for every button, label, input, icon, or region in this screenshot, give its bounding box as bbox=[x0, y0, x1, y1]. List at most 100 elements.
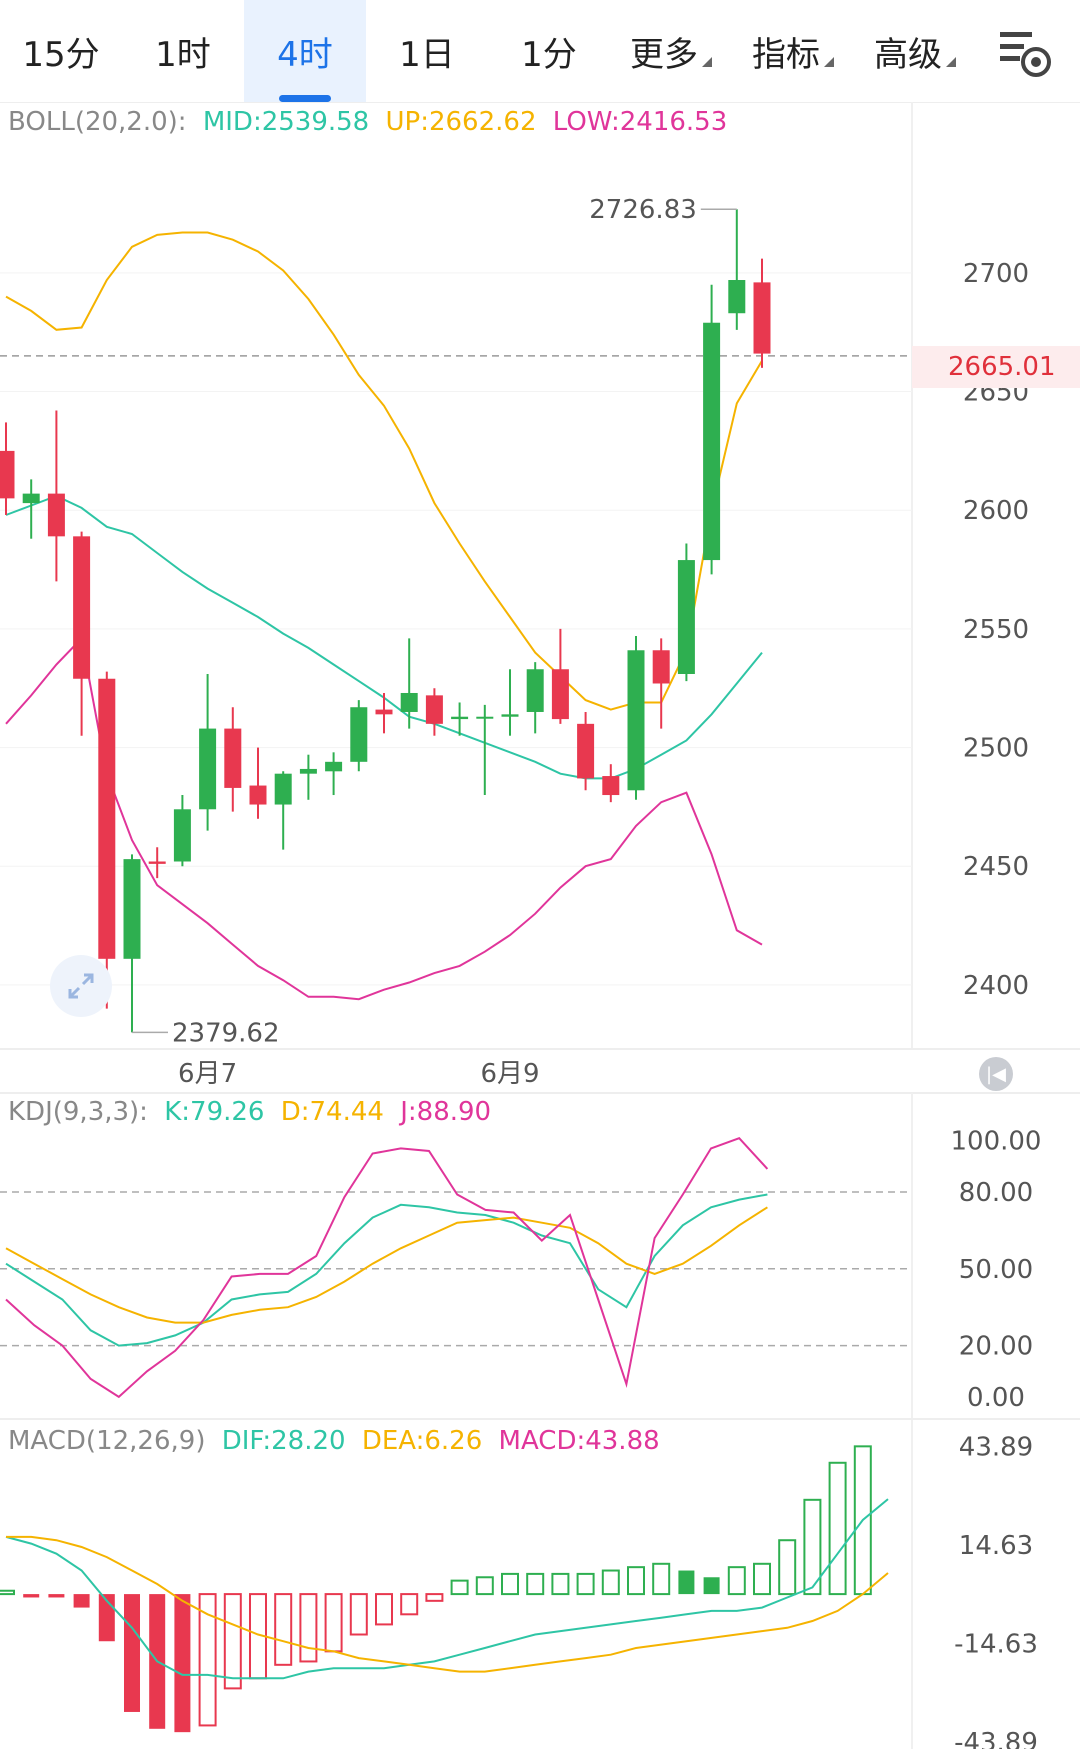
macd-bar bbox=[375, 1593, 393, 1626]
macd-name: MACD(12,26,9) bbox=[8, 1426, 205, 1456]
macd-bar bbox=[828, 1461, 847, 1596]
macd-bar bbox=[652, 1562, 671, 1596]
candle-body bbox=[652, 650, 670, 684]
kdj-legend: KDJ(9,3,3): K:79.26 D:74.44 J:88.90 bbox=[8, 1097, 491, 1127]
tab-0[interactable]: 15分 bbox=[0, 0, 122, 102]
skip-back-icon: |◀ bbox=[986, 1063, 1006, 1085]
candle-body bbox=[476, 716, 494, 719]
x-date-label: 6月7 bbox=[178, 1059, 237, 1089]
candle-body bbox=[627, 650, 645, 791]
tab-label: 15分 bbox=[22, 34, 100, 75]
candle-body bbox=[98, 678, 116, 959]
current-price-tag: 2665.01 bbox=[912, 346, 1080, 388]
boll-upper-line bbox=[5, 231, 763, 711]
macd-dif-line bbox=[5, 1498, 889, 1680]
kdj-tick-label: 0.00 bbox=[967, 1383, 1025, 1413]
macd-dea-line bbox=[6, 1535, 889, 1673]
boll-name: BOLL(20,2.0): bbox=[8, 107, 187, 137]
macd-bar bbox=[450, 1579, 469, 1596]
candle-body bbox=[173, 809, 191, 862]
high-price-label: 2726.83 bbox=[589, 195, 697, 225]
caret-icon bbox=[946, 57, 956, 67]
candle-body bbox=[400, 692, 418, 712]
tab-label: 指标 bbox=[752, 34, 820, 75]
macd-bar bbox=[299, 1593, 318, 1663]
kdj-j: J:88.90 bbox=[398, 1097, 491, 1127]
tab-3[interactable]: 1日 bbox=[366, 0, 488, 102]
candle-body bbox=[451, 716, 469, 720]
tab-6[interactable]: 指标 bbox=[732, 0, 854, 102]
candle-body bbox=[728, 280, 746, 314]
kdj-k: K:79.26 bbox=[164, 1097, 264, 1127]
kdj-tick-label: 100.00 bbox=[951, 1127, 1042, 1157]
tab-label: 更多 bbox=[630, 34, 698, 75]
macd-dea: DEA:6.26 bbox=[362, 1426, 482, 1456]
fullscreen-button[interactable] bbox=[50, 955, 112, 1017]
candle-body bbox=[602, 776, 620, 796]
macd-bar bbox=[753, 1562, 771, 1596]
chart-settings-icon[interactable] bbox=[996, 22, 1056, 82]
macd-bar bbox=[198, 1593, 217, 1727]
kdj-k-line bbox=[5, 1193, 768, 1347]
candle-body bbox=[224, 728, 242, 788]
macd-bar bbox=[627, 1566, 645, 1596]
boll-low: LOW:2416.53 bbox=[553, 107, 727, 137]
boll-mid-line bbox=[5, 494, 763, 780]
boll-legend: BOLL(20,2.0): MID:2539.58 UP:2662.62 LOW… bbox=[8, 107, 727, 137]
macd-bar bbox=[23, 1594, 40, 1598]
candle-body bbox=[753, 282, 771, 354]
y-tick-label: 2550 bbox=[963, 615, 1029, 645]
candle-body bbox=[425, 695, 443, 724]
macd-bar bbox=[803, 1498, 822, 1596]
candle-body bbox=[375, 709, 393, 715]
caret-icon bbox=[824, 57, 834, 67]
candle-body bbox=[123, 859, 141, 959]
low-price-label: 2379.62 bbox=[172, 1018, 280, 1048]
scroll-to-latest-button[interactable]: |◀ bbox=[979, 1057, 1013, 1091]
kdj-tick-label: 50.00 bbox=[959, 1255, 1033, 1285]
macd-bar bbox=[678, 1570, 695, 1595]
tab-7[interactable]: 高级 bbox=[854, 0, 976, 102]
tab-label: 1分 bbox=[521, 34, 577, 75]
macd-bar bbox=[73, 1594, 90, 1608]
y-tick-label: 2700 bbox=[963, 259, 1029, 289]
macd-bar bbox=[425, 1593, 444, 1602]
candle-body bbox=[0, 450, 15, 499]
kline-chart[interactable]: BOLL(20,2.0): MID:2539.58 UP:2662.62 LOW… bbox=[0, 102, 1080, 1749]
macd-tick-label: -43.89 bbox=[954, 1728, 1038, 1749]
macd-bar bbox=[349, 1593, 368, 1636]
tab-4[interactable]: 1分 bbox=[488, 0, 610, 102]
macd-bar bbox=[526, 1572, 545, 1596]
macd-bar bbox=[223, 1593, 242, 1690]
candle-body bbox=[325, 761, 343, 772]
tab-label: 4时 bbox=[277, 34, 333, 75]
candle-body bbox=[677, 560, 695, 674]
candle-body bbox=[299, 768, 317, 774]
candle-body bbox=[47, 493, 65, 537]
candle-body bbox=[350, 707, 368, 762]
candle-body bbox=[501, 714, 519, 717]
macd-bar bbox=[727, 1566, 746, 1596]
candle-body bbox=[199, 728, 217, 810]
kdj-d: D:74.44 bbox=[281, 1097, 384, 1127]
macd-bar bbox=[48, 1594, 65, 1598]
macd-bar bbox=[601, 1569, 620, 1596]
tab-label: 1日 bbox=[399, 34, 455, 75]
candle-body bbox=[73, 536, 91, 679]
period-tab-bar: 15分 1时 4时 1日 1分 更多 指标 高级 bbox=[0, 0, 1080, 102]
boll-mid: MID:2539.58 bbox=[203, 107, 369, 137]
tab-5[interactable]: 更多 bbox=[610, 0, 732, 102]
boll-up: UP:2662.62 bbox=[386, 107, 537, 137]
y-tick-label: 2600 bbox=[963, 496, 1029, 526]
macd-bar bbox=[274, 1593, 293, 1666]
current-price: 2665.01 bbox=[948, 352, 1056, 382]
candle-body bbox=[22, 493, 40, 504]
tab-2[interactable]: 4时 bbox=[244, 0, 366, 102]
kdj-j-line bbox=[5, 1137, 769, 1399]
macd-bar bbox=[576, 1572, 595, 1596]
tab-1[interactable]: 1时 bbox=[122, 0, 244, 102]
macd-bar bbox=[475, 1576, 494, 1596]
macd-tick-label: 14.63 bbox=[959, 1531, 1033, 1561]
macd-bar bbox=[551, 1572, 570, 1596]
tab-label: 高级 bbox=[874, 34, 942, 75]
